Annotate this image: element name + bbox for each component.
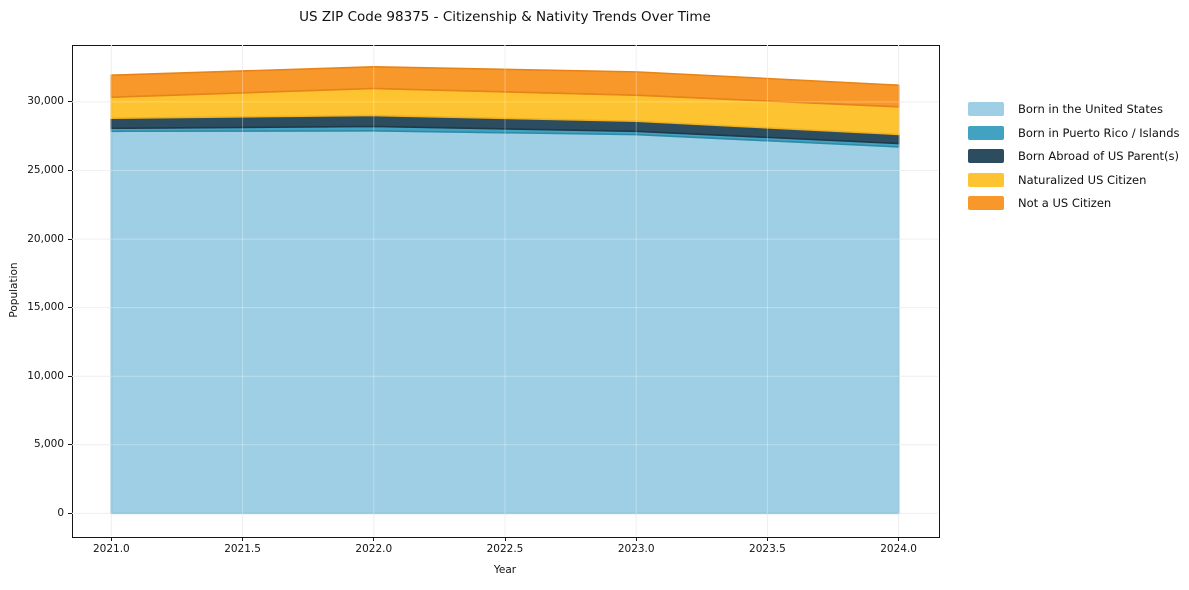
- legend-label: Not a US Citizen: [1018, 196, 1112, 210]
- y-tick-mark: [68, 307, 72, 309]
- y-tick-label: 30,000: [27, 95, 64, 108]
- y-tick-mark: [68, 444, 72, 446]
- legend-swatch-puerto-rico: [968, 125, 1004, 140]
- x-tick-label: 2023.0: [617, 543, 655, 555]
- legend-label: Naturalized US Citizen: [1018, 172, 1147, 187]
- legend: Born in the United States Born in Puerto…: [968, 102, 1180, 210]
- legend-swatch-born-abroad: [968, 149, 1004, 163]
- x-tick-label: 2021.0: [92, 543, 130, 555]
- legend-label: Born Abroad of US Parent(s): [1018, 149, 1179, 163]
- legend-item-not-citizen: Not a US Citizen: [968, 196, 1180, 210]
- legend-item-born-abroad: Born Abroad of US Parent(s): [968, 149, 1180, 163]
- x-tick-mark: [635, 537, 637, 542]
- x-tick-mark: [242, 537, 244, 542]
- x-tick-mark: [110, 537, 112, 542]
- x-tick-label: 2024.0: [880, 543, 917, 555]
- x-tick-label: 2021.5: [224, 543, 261, 555]
- legend-item-naturalized: Naturalized US Citizen: [968, 172, 1180, 187]
- stacked-area-chart: [72, 45, 938, 536]
- y-tick-mark: [68, 169, 72, 171]
- y-tick-label: 15,000: [27, 301, 64, 314]
- y-tick-mark: [68, 101, 72, 103]
- legend-item-born-us: Born in the United States: [968, 102, 1180, 116]
- legend-label: Born in the United States: [1018, 102, 1163, 116]
- x-tick-mark: [504, 537, 506, 542]
- x-tick-mark: [373, 537, 375, 542]
- y-axis-label: Population: [8, 262, 20, 318]
- y-tick-mark: [68, 512, 72, 514]
- x-axis-label: Year: [493, 564, 517, 576]
- y-tick-label: 20,000: [27, 232, 64, 245]
- legend-swatch-not-citizen: [968, 196, 1004, 210]
- y-tick-label: 10,000: [27, 369, 64, 382]
- x-tick-label: 2023.5: [749, 543, 786, 555]
- y-tick-label: 5,000: [33, 438, 64, 451]
- y-tick-mark: [68, 375, 72, 377]
- x-tick-label: 2022.0: [355, 543, 393, 555]
- x-tick-mark: [766, 537, 768, 542]
- x-tick-mark: [898, 537, 900, 542]
- legend-swatch-naturalized: [968, 172, 1004, 187]
- legend-label: Born in Puerto Rico / Islands: [1018, 125, 1180, 140]
- legend-item-puerto-rico: Born in Puerto Rico / Islands: [968, 125, 1180, 140]
- y-tick-label: 25,000: [27, 163, 64, 176]
- area-series-4: [110, 66, 900, 108]
- legend-swatch-born-us: [968, 102, 1004, 116]
- y-tick-mark: [68, 238, 72, 240]
- chart-title: US ZIP Code 98375 - Citizenship & Nativi…: [299, 9, 711, 25]
- y-tick-label: 0: [57, 506, 64, 519]
- x-tick-label: 2022.5: [486, 543, 524, 555]
